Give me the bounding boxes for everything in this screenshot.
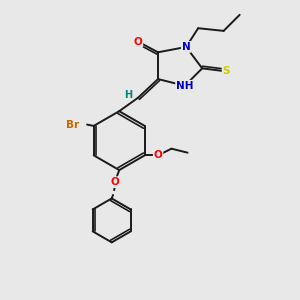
Text: S: S — [223, 66, 230, 76]
Text: O: O — [111, 177, 120, 187]
Text: O: O — [154, 150, 163, 161]
Text: O: O — [134, 37, 142, 46]
Text: N: N — [182, 42, 190, 52]
Text: NH: NH — [176, 81, 194, 91]
Text: H: H — [124, 90, 132, 100]
Text: Br: Br — [66, 120, 79, 130]
